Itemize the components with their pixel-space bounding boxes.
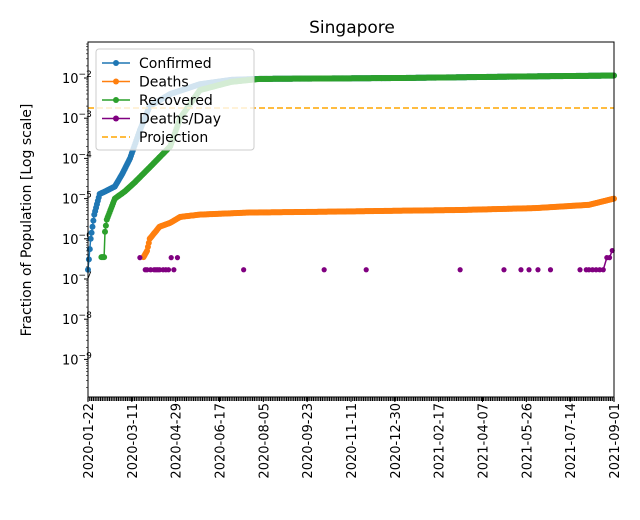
x-tick-label: 2020-04-29 (170, 403, 185, 479)
deaths-per-day-point (535, 267, 541, 273)
legend-recovered-label: Recovered (139, 93, 213, 109)
y-axis-label: Fraction of Population [Log scale] (19, 104, 35, 337)
plot-frame (87, 41, 615, 398)
legend-box (95, 48, 255, 151)
confirmed-point (88, 229, 95, 236)
legend-confirmed-marker (113, 60, 119, 66)
x-tick-label: 2021-02-17 (433, 403, 448, 479)
confirmed-point (89, 223, 96, 230)
deaths-per-day-point (577, 267, 583, 273)
deaths-per-day-point (321, 267, 327, 273)
legend-confirmed-label: Confirmed (139, 56, 212, 72)
deaths-per-day-point (137, 255, 143, 261)
x-tick-label: 2021-07-14 (564, 403, 579, 479)
confirmed-point (85, 256, 92, 263)
deaths-per-day-point (363, 267, 369, 273)
deaths-per-day-line (588, 250, 613, 271)
legend-deaths-marker (113, 78, 119, 85)
series-deaths (140, 195, 617, 261)
y-tick-label: 10−9 (62, 351, 92, 368)
x-tick-label: 2020-06-17 (214, 403, 229, 479)
deaths-per-day-point (171, 267, 177, 273)
x-tick-label: 2020-09-23 (301, 403, 316, 479)
confirmed-point (87, 235, 94, 242)
deaths-per-day-point (165, 267, 172, 273)
y-tick-label: 10−6 (62, 231, 92, 248)
y-tick-label: 10−3 (62, 110, 92, 127)
x-tick-label: 2020-01-22 (82, 403, 97, 479)
deaths-per-day-point (156, 267, 163, 273)
y-tick-label: 10−2 (62, 70, 92, 87)
deaths-per-day-point (148, 267, 154, 273)
legend-projection-label: Projection (139, 130, 208, 146)
legend-deaths-day-label: Deaths/Day (139, 112, 221, 128)
y-tick-label: 10−4 (62, 150, 92, 167)
x-tick-label: 2020-08-05 (257, 403, 272, 479)
x-tick-label: 2020-11-11 (345, 403, 360, 479)
x-tick-label: 2021-04-07 (477, 403, 492, 479)
deaths-per-day-point (526, 267, 532, 273)
confirmed-point (90, 217, 97, 224)
chart-title: Singapore (309, 18, 395, 38)
deaths-per-day-point (457, 267, 463, 273)
y-tick-label: 10−7 (62, 271, 92, 288)
y-tick-label: 10−5 (62, 191, 92, 208)
deaths-per-day-point (518, 267, 524, 273)
deaths-per-day-point (501, 267, 507, 273)
deaths-per-day-point (168, 255, 174, 261)
x-tick-label: 2020-12-30 (389, 403, 404, 479)
y-tick-label: 10−8 (62, 311, 92, 328)
legend-deaths-day-marker (113, 115, 119, 122)
deaths-per-day-point (241, 267, 247, 273)
recovered-point (102, 222, 109, 229)
deaths-per-day-point (547, 267, 554, 273)
recovered-point (101, 228, 108, 235)
legend-deaths-label: Deaths (139, 75, 189, 91)
deaths-per-day-point (174, 255, 181, 261)
series-deaths-per-day (137, 247, 615, 273)
legend: Confirmed Deaths Recovered Deaths/Day Projec… (95, 48, 255, 151)
legend-recovered-marker (113, 97, 119, 103)
recovered-point (101, 254, 108, 261)
deaths-per-day-point (144, 267, 150, 273)
x-tick-label: 2020-03-11 (126, 403, 141, 479)
x-tick-label: 2021-05-26 (520, 403, 535, 479)
x-tick-label: 2021-09-01 (608, 403, 623, 479)
